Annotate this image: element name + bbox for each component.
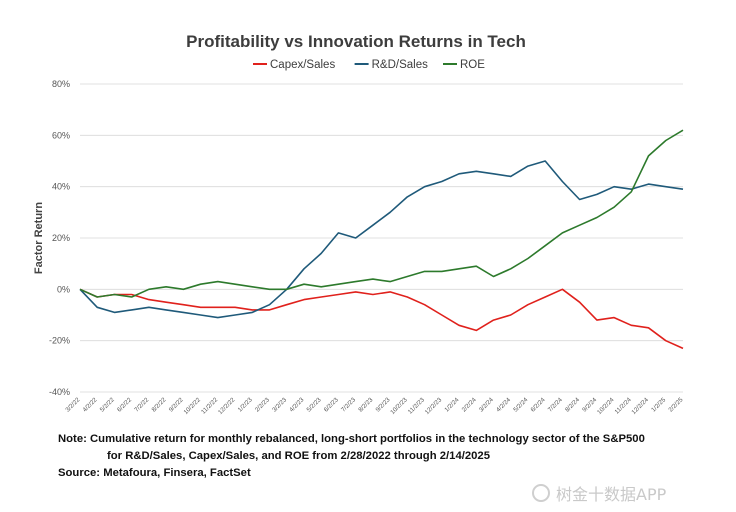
x-tick-label: 5/2/22 [99,396,117,414]
source-note: Source: Metafoura, Finsera, FactSet [58,467,251,479]
x-axis: 3/2/22 4/2/22 5/2/22 6/2/22 7/2/22 8/2/22 9/2/… [64,396,685,416]
x-tick-label: 8/2/24 [564,396,582,414]
x-tick-label: 8/2/22 [150,396,168,414]
x-tick-label: 2/2/23 [254,396,272,414]
legend-label-2: ROE [460,59,485,71]
series-line-capex-sales [79,288,684,350]
y-tick-label: 0% [57,284,70,294]
legend-label-0: Capex/Sales [270,59,335,71]
x-tick-label: 8/2/23 [357,396,375,414]
x-tick-label: 5/2/24 [512,396,530,414]
x-tick-label: 1/2/25 [650,396,668,414]
y-tick-label: -20% [49,336,70,346]
x-tick-label: 3/2/22 [64,396,82,414]
x-tick-label: 2/2/25 [667,396,685,414]
footnote-line-1: Note: Cumulative return for monthly reba… [58,433,645,445]
y-tick-label: 40% [52,182,70,192]
x-tick-label: 11/2/23 [407,396,427,416]
legend-label-1: R&D/Sales [372,59,428,71]
x-tick-label: 4/2/22 [82,396,100,414]
x-tick-label: 6/2/22 [116,396,134,414]
series-lines [79,129,684,350]
x-tick-label: 2/2/24 [461,396,479,414]
y-axis-label: Factor Return [33,202,45,274]
watermark-logo-icon [532,484,550,502]
x-tick-label: 10/2/23 [389,396,409,416]
x-tick-label: 6/2/23 [323,396,341,414]
footnote-line-2: for R&D/Sales, Capex/Sales, and ROE from… [107,450,490,462]
x-tick-label: 7/2/23 [340,396,358,414]
x-tick-label: 10/2/24 [596,396,616,416]
series-line-r-d-sales [79,160,684,319]
x-tick-label: 6/2/24 [529,396,547,414]
y-tick-label: 80% [52,79,70,89]
x-tick-label: 3/2/23 [271,396,289,414]
legend: Capex/Sales R&D/Sales ROE [253,59,485,71]
x-tick-label: 5/2/23 [306,396,324,414]
x-tick-label: 4/2/23 [288,396,306,414]
watermark-text: 树金十数据APP [556,485,667,504]
x-tick-label: 11/2/24 [614,396,634,416]
y-axis: 80% 60% 40% 20% 0% -20% -40% [49,79,70,397]
x-tick-label: 12/2/24 [630,396,650,416]
y-tick-label: 20% [52,233,70,243]
x-tick-label: 10/2/22 [182,396,202,416]
x-tick-label: 12/2/22 [217,396,237,416]
series-line-roe [79,129,684,298]
x-tick-label: 7/2/24 [547,396,565,414]
x-tick-label: 7/2/22 [133,396,151,414]
x-tick-label: 11/2/22 [200,396,220,416]
gridlines [80,83,683,393]
chart-title: Profitability vs Innovation Returns in T… [186,32,526,51]
x-tick-label: 3/2/24 [478,396,496,414]
x-tick-label: 1/2/24 [443,396,461,414]
x-tick-label: 4/2/24 [495,396,513,414]
y-tick-label: -40% [49,387,70,397]
watermark: 树金十数据APP [532,481,666,505]
y-tick-label: 60% [52,130,70,140]
x-tick-label: 1/2/23 [237,396,255,414]
x-tick-label: 12/2/23 [424,396,444,416]
